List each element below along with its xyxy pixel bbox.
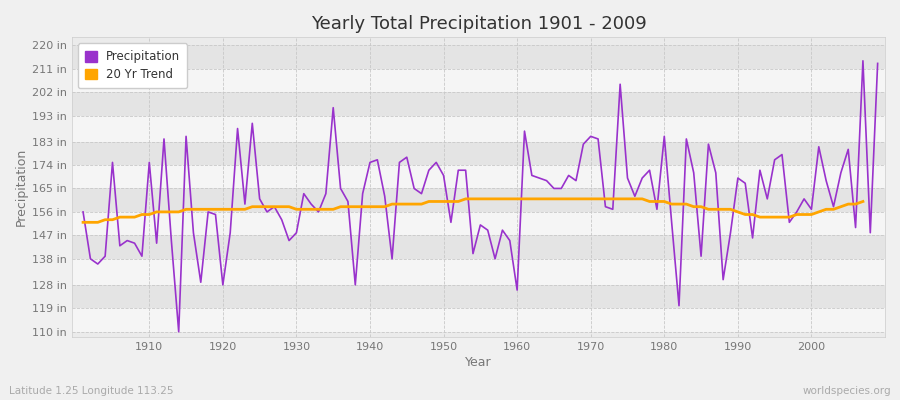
Precipitation (350, 282, 361, 287)
Bar (72, 188, 885, 212)
20 Yr Trend (777, 215, 788, 220)
Bar (72, 308, 885, 332)
Y-axis label: Precipitation: Precipitation (15, 148, 28, 226)
Precipitation (519, 129, 530, 134)
20 Yr Trend (673, 202, 684, 206)
Precipitation (306, 202, 317, 206)
20 Yr Trend (710, 207, 721, 212)
Text: Latitude 1.25 Longitude 113.25: Latitude 1.25 Longitude 113.25 (9, 386, 174, 396)
Bar (72, 212, 885, 235)
X-axis label: Year: Year (465, 356, 491, 369)
Bar (72, 142, 885, 165)
Precipitation (512, 288, 523, 292)
Text: worldspecies.org: worldspecies.org (803, 386, 891, 396)
Bar (72, 259, 885, 285)
20 Yr Trend (814, 210, 824, 214)
Precipitation (174, 329, 184, 334)
Precipitation (858, 58, 868, 63)
Bar (72, 69, 885, 92)
Bar (72, 92, 885, 116)
Legend: Precipitation, 20 Yr Trend: Precipitation, 20 Yr Trend (78, 43, 187, 88)
Line: 20 Yr Trend: 20 Yr Trend (83, 199, 863, 222)
Bar (72, 45, 885, 69)
Title: Yearly Total Precipitation 1901 - 2009: Yearly Total Precipitation 1901 - 2009 (310, 15, 646, 33)
Bar (72, 165, 885, 188)
Precipitation (872, 61, 883, 66)
20 Yr Trend (460, 196, 471, 201)
Line: Precipitation: Precipitation (83, 61, 878, 332)
20 Yr Trend (77, 220, 88, 225)
Precipitation (137, 254, 148, 259)
20 Yr Trend (637, 196, 648, 201)
Bar (72, 235, 885, 259)
Precipitation (608, 207, 618, 212)
20 Yr Trend (313, 207, 324, 212)
20 Yr Trend (858, 199, 868, 204)
Bar (72, 116, 885, 142)
Bar (72, 285, 885, 308)
Precipitation (77, 210, 88, 214)
